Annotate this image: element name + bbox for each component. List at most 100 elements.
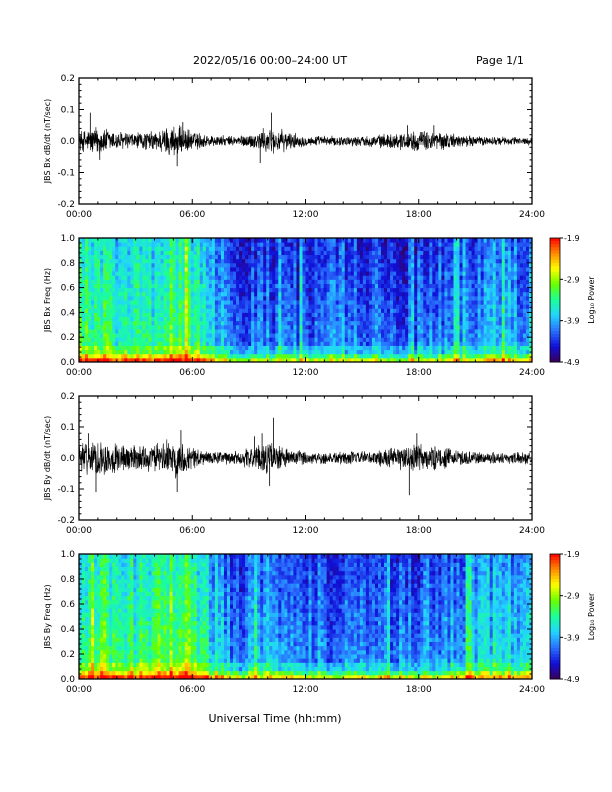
spectrogram-cell <box>248 328 252 334</box>
spectrogram-cell <box>163 275 168 280</box>
spectrogram-cell <box>106 242 110 247</box>
spectrogram-cell <box>272 262 276 268</box>
spectrogram-cell <box>245 246 249 251</box>
spectrogram-cell <box>190 295 195 301</box>
spectrogram-cell <box>399 250 403 256</box>
spectrogram-cell <box>91 283 95 289</box>
spectrogram-cell <box>109 320 113 326</box>
spectrogram-cell <box>335 357 340 363</box>
spectrogram-cell <box>414 328 418 334</box>
spectrogram-cell <box>217 308 222 313</box>
spectrogram-cell <box>269 345 273 351</box>
spectrogram-cell <box>184 333 189 338</box>
spectrogram-cell <box>513 242 518 247</box>
spectrogram-cell <box>320 242 325 247</box>
spectrogram-cell <box>233 291 237 297</box>
y-tick-label: 0.4 <box>61 308 76 318</box>
spectrogram-cell <box>103 320 107 326</box>
spectrogram-cell <box>341 304 346 309</box>
spectrogram-cell <box>350 250 355 256</box>
spectrogram-cell <box>82 566 86 572</box>
spectrogram-cell <box>254 283 258 289</box>
spectrogram-cell <box>275 295 279 301</box>
spectrogram-cell <box>142 324 146 330</box>
spectrogram-cell <box>402 275 406 280</box>
spectrogram-cell <box>296 295 300 301</box>
spectrogram-cell <box>522 279 527 284</box>
colorbar-swatch <box>550 244 560 248</box>
spectrogram-cell <box>139 341 143 346</box>
spectrogram-cell <box>350 291 355 297</box>
spectrogram-cell <box>88 308 92 313</box>
spectrogram-cell <box>275 328 279 334</box>
spectrogram-cell <box>166 291 171 297</box>
spectrogram-cell <box>148 238 152 243</box>
spectrogram-cell <box>362 304 367 309</box>
spectrogram-cell <box>377 238 382 243</box>
spectrogram-cell <box>254 271 258 276</box>
spectrogram-cell <box>151 353 155 359</box>
spectrogram-cell <box>121 345 125 351</box>
spectrogram-cell <box>217 258 222 264</box>
spectrogram-cell <box>88 662 92 667</box>
spectrogram-cell <box>323 275 328 280</box>
spectrogram-cell <box>453 295 457 301</box>
spectrogram-cell <box>498 262 503 268</box>
spectrogram-cell <box>82 271 86 276</box>
spectrogram-cell <box>326 349 331 355</box>
spectrogram-cell <box>411 242 415 247</box>
spectrogram-cell <box>230 246 234 251</box>
spectrogram-cell <box>519 262 524 268</box>
spectrogram-cell <box>103 353 107 359</box>
spectrogram-cell <box>239 254 243 260</box>
spectrogram-cell <box>220 266 225 272</box>
spectrogram-cell <box>208 304 213 309</box>
spectrogram-cell <box>332 316 337 322</box>
spectrogram-cell <box>166 357 171 363</box>
spectrogram-cell <box>157 258 162 264</box>
spectrogram-cell <box>296 320 300 326</box>
spectrogram-cell <box>468 333 473 338</box>
spectrogram-cell <box>236 324 240 330</box>
spectrogram-cell <box>489 337 494 342</box>
spectrogram-cell <box>296 283 300 289</box>
spectrogram-cell <box>510 271 515 276</box>
spectrogram-cell <box>148 271 152 276</box>
spectrogram-cell <box>100 279 104 284</box>
spectrogram-cell <box>166 275 171 280</box>
spectrogram-cell <box>320 337 325 342</box>
spectrogram-cell <box>450 238 454 243</box>
spectrogram-cell <box>453 279 457 284</box>
spectrogram-cell <box>504 258 509 264</box>
spectrogram-cell <box>166 300 171 305</box>
spectrogram-cell <box>347 320 352 326</box>
spectrogram-cell <box>97 353 101 359</box>
spectrogram-cell <box>260 333 264 338</box>
spectrogram-cell <box>498 316 503 322</box>
spectrogram-cell <box>405 283 409 289</box>
spectrogram-cell <box>139 275 143 280</box>
spectrogram-cell <box>374 353 379 359</box>
spectrogram-cell <box>257 328 261 334</box>
spectrogram-cell <box>100 238 104 243</box>
spectrogram-cell <box>362 333 367 338</box>
spectrogram-cell <box>142 312 146 318</box>
spectrogram-cell <box>239 271 243 276</box>
spectrogram-cell <box>172 275 177 280</box>
spectrogram-cell <box>329 258 334 264</box>
spectrogram-cell <box>269 357 273 363</box>
spectrogram-cell <box>136 250 140 256</box>
spectrogram-cell <box>275 349 279 355</box>
spectrogram-cell <box>350 238 355 243</box>
x-tick-label: 24:00 <box>519 210 545 220</box>
spectrogram-cell <box>254 238 258 243</box>
spectrogram-cell <box>251 271 255 276</box>
spectrogram-cell <box>402 287 406 293</box>
spectrogram-cell <box>420 291 424 297</box>
spectrogram-cell <box>438 266 442 272</box>
spectrogram-cell <box>326 333 331 338</box>
spectrogram-cell <box>293 254 297 260</box>
spectrogram-cell <box>411 271 415 276</box>
spectrogram-cell <box>151 254 155 260</box>
spectrogram-cell <box>353 242 358 247</box>
